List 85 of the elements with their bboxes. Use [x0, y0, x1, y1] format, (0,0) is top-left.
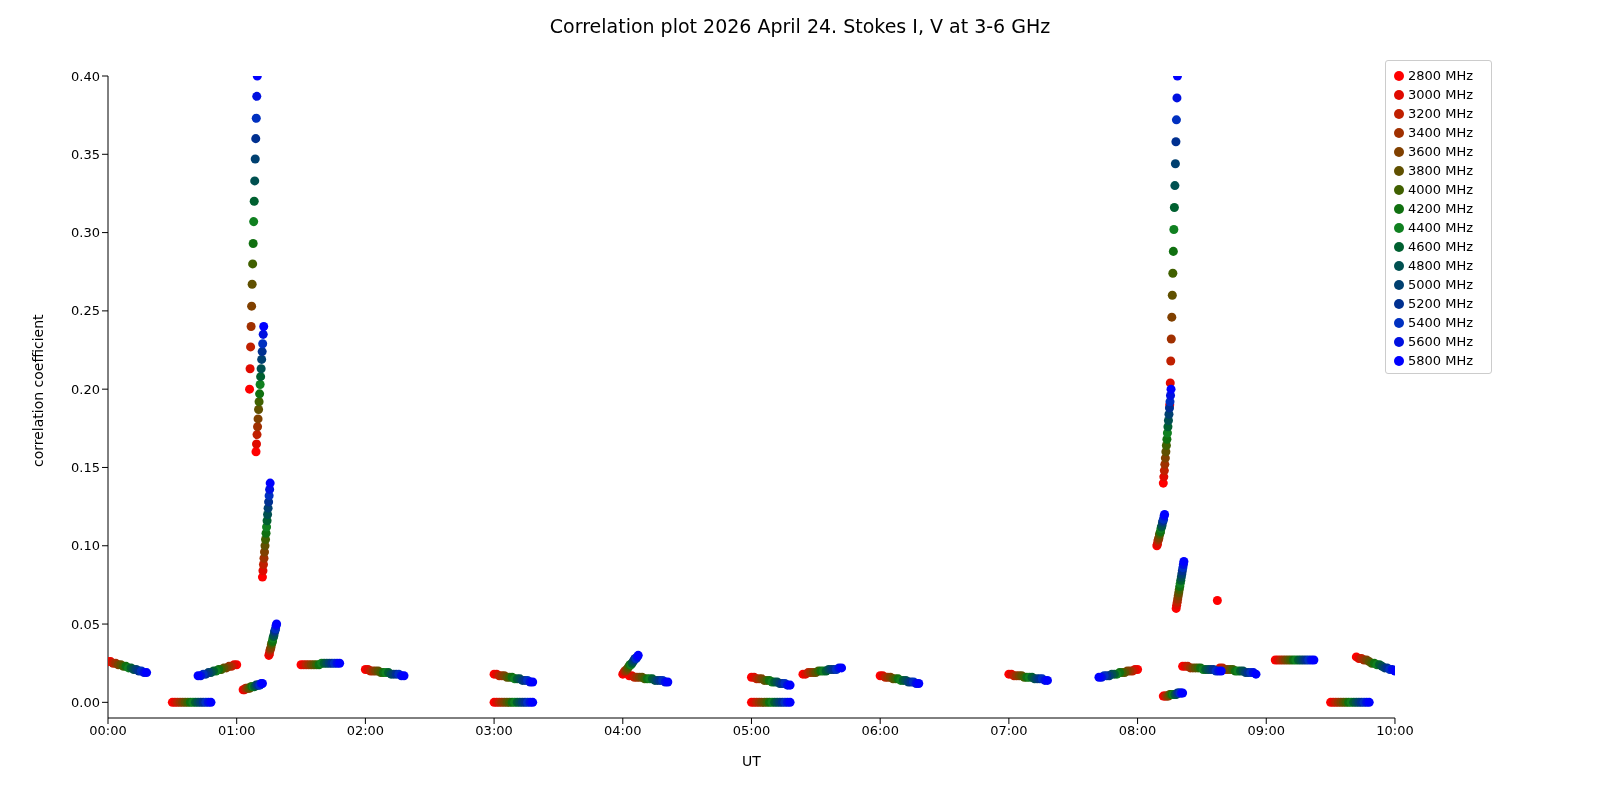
point — [257, 354, 267, 364]
legend-label: 4400 MHz — [1407, 220, 1473, 235]
point — [253, 422, 263, 432]
point — [1171, 137, 1181, 147]
y-tick-label: 0.05 — [71, 616, 100, 632]
point — [247, 279, 257, 289]
y-tick-label: 0.00 — [71, 694, 100, 710]
legend-label: 2800 MHz — [1407, 68, 1473, 83]
point — [1168, 246, 1178, 256]
legend-label: 3000 MHz — [1407, 87, 1473, 102]
point — [1166, 334, 1176, 344]
legend-label: 5600 MHz — [1407, 334, 1473, 349]
point — [254, 397, 264, 407]
legend-label: 5200 MHz — [1407, 296, 1473, 311]
point — [250, 154, 260, 164]
point — [255, 389, 265, 399]
y-tick-label: 0.10 — [71, 538, 100, 554]
point — [246, 322, 256, 332]
legend-label: 5400 MHz — [1407, 315, 1473, 330]
legend-label: 4800 MHz — [1407, 258, 1473, 273]
x-tick-label: 09:00 — [1247, 723, 1285, 739]
point — [251, 447, 261, 457]
y-tick-label: 0.15 — [71, 460, 100, 476]
point — [245, 364, 255, 374]
point — [256, 372, 266, 382]
legend-label: 4600 MHz — [1407, 239, 1473, 254]
point — [1179, 556, 1189, 566]
x-tick-label: 03:00 — [475, 723, 513, 739]
point — [257, 347, 267, 357]
legend-label: 5800 MHz — [1407, 353, 1473, 368]
legend-label: 3800 MHz — [1407, 163, 1473, 178]
x-tick-label: 10:00 — [1376, 723, 1414, 739]
y-axis-title: correlation coefficient — [29, 313, 46, 467]
point — [253, 414, 263, 424]
x-tick-label: 06:00 — [861, 723, 899, 739]
legend-label: 4000 MHz — [1407, 182, 1473, 197]
y-tick-label: 0.40 — [71, 68, 100, 84]
legend-label: 3600 MHz — [1407, 144, 1473, 159]
y-tick-label: 0.25 — [71, 303, 100, 319]
point — [256, 364, 266, 374]
x-tick-label: 01:00 — [217, 723, 256, 739]
legend-label: 5000 MHz — [1407, 277, 1473, 292]
point — [259, 322, 269, 332]
y-tick-label: 0.35 — [71, 146, 100, 162]
x-tick-label: 05:00 — [732, 723, 771, 739]
y-tick-label: 0.30 — [71, 225, 100, 241]
point — [252, 91, 262, 101]
x-tick-label: 08:00 — [1118, 723, 1157, 739]
point — [245, 384, 255, 394]
point — [1171, 115, 1181, 125]
point — [1167, 312, 1177, 322]
point — [1166, 384, 1176, 394]
point — [254, 405, 264, 415]
point — [246, 342, 256, 352]
point — [1172, 93, 1182, 103]
x-axis-title: UT — [742, 753, 762, 769]
point — [252, 439, 262, 449]
point — [1167, 290, 1177, 300]
point — [265, 478, 275, 488]
point — [1170, 159, 1180, 169]
point — [251, 113, 261, 123]
y-tick-label: 0.20 — [71, 381, 100, 397]
point — [249, 196, 259, 206]
point — [1166, 356, 1176, 366]
x-tick-label: 00:00 — [89, 723, 127, 739]
point — [1168, 268, 1178, 278]
point — [1169, 224, 1179, 234]
point — [258, 339, 268, 349]
point — [251, 134, 261, 144]
point — [1169, 203, 1179, 213]
legend-label: 4200 MHz — [1407, 201, 1473, 216]
legend-label: 3200 MHz — [1407, 106, 1473, 121]
chart-title: Correlation plot 2026 April 24. Stokes I, V at 3-6 GHz — [548, 14, 1052, 39]
x-tick-label: 07:00 — [990, 723, 1028, 739]
point — [248, 239, 258, 249]
legend-label: 3400 MHz — [1407, 125, 1473, 140]
point — [1212, 596, 1222, 606]
point — [250, 176, 260, 186]
point — [1170, 181, 1180, 191]
x-tick-label: 04:00 — [604, 723, 642, 739]
point — [248, 259, 258, 269]
point — [258, 329, 268, 339]
x-tick-label: 02:00 — [346, 723, 385, 739]
point — [247, 301, 257, 311]
point — [249, 217, 259, 227]
